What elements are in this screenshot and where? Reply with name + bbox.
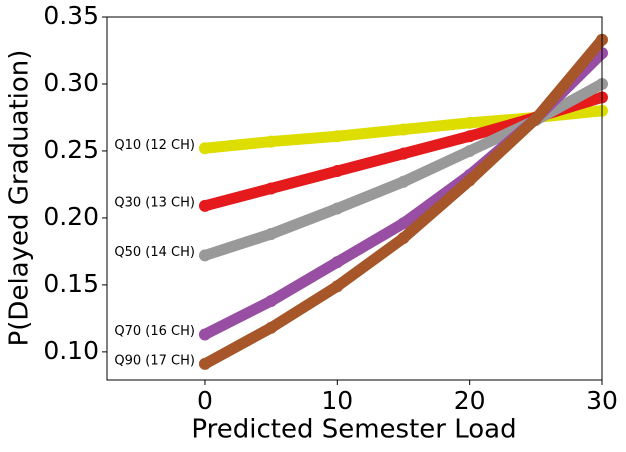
data-point <box>198 328 211 341</box>
data-point <box>463 116 476 129</box>
data-point <box>397 217 410 230</box>
x-tick-label: 0 <box>197 386 213 415</box>
y-tick-label: 0.25 <box>43 135 99 164</box>
data-point <box>265 227 278 240</box>
series-label: Q50 (14 CH) <box>114 245 195 260</box>
data-point <box>397 232 410 245</box>
data-point <box>331 280 344 293</box>
x-tick-label: 20 <box>454 386 486 415</box>
data-point <box>331 130 344 143</box>
data-point <box>198 142 211 155</box>
data-point <box>331 256 344 269</box>
data-point <box>198 199 211 212</box>
data-point <box>331 165 344 178</box>
data-point <box>463 130 476 143</box>
y-tick-label: 0.20 <box>43 202 99 231</box>
data-point <box>529 112 542 125</box>
x-axis-label: Predicted Semester Load <box>191 415 516 445</box>
data-point <box>397 175 410 188</box>
data-point <box>397 123 410 136</box>
data-point <box>265 135 278 148</box>
data-point <box>265 321 278 334</box>
y-tick-label: 0.10 <box>43 336 99 365</box>
data-point <box>397 147 410 160</box>
data-point <box>198 357 211 370</box>
data-point <box>331 202 344 215</box>
series-label: Q90 (17 CH) <box>114 353 195 368</box>
y-tick-label: 0.35 <box>43 1 99 30</box>
data-point <box>265 294 278 307</box>
plot-frame <box>106 16 603 381</box>
x-tick-label: 30 <box>586 386 618 415</box>
y-tick-label: 0.30 <box>43 68 99 97</box>
data-point <box>463 174 476 187</box>
data-point <box>265 182 278 195</box>
y-axis-label: P(Delayed Graduation) <box>5 50 35 347</box>
y-tick-label: 0.15 <box>43 269 99 298</box>
data-point <box>463 144 476 157</box>
series-label: Q30 (13 CH) <box>114 195 195 210</box>
series-label: Q10 (12 CH) <box>114 138 195 153</box>
data-point <box>198 249 211 262</box>
x-tick-label: 10 <box>321 386 353 415</box>
series-line <box>199 34 608 370</box>
series-label: Q70 (16 CH) <box>114 324 195 339</box>
